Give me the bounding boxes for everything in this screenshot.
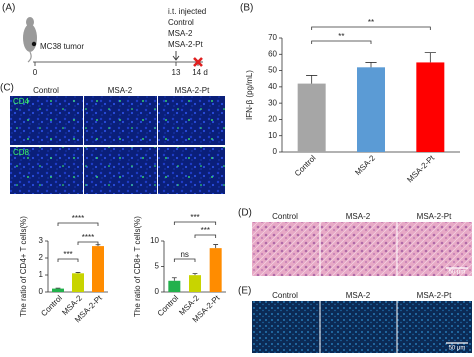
bar [72,273,84,292]
he-images [252,222,472,276]
error-bar [424,52,436,63]
error-bar [213,244,219,249]
error-bar [171,277,177,281]
group-label: MSA-2 [168,29,193,38]
y-tick-label: 2 [39,253,44,262]
significance-bracket [194,234,217,238]
y-tick-label: 70 [268,33,277,42]
column-header: MSA-2 [346,291,371,300]
mouse-icon [23,17,37,63]
significance-bracket [57,258,79,262]
bar [52,288,64,292]
significance-bracket [173,221,217,225]
error-bar [306,75,318,84]
error-bar [365,62,377,68]
y-tick-label: 40 [268,82,277,91]
row-label: CD4 [13,97,30,106]
error-bar [192,273,198,276]
y-tick-label: 0 [39,287,44,296]
x-tick-label: MSA-2-Pt [405,153,436,184]
bar [297,83,326,152]
significance-label: *** [201,226,210,235]
y-tick-label: 10 [268,131,277,140]
column-header: MSA-2 [346,212,371,221]
x-tick-label: MSA-2 [353,153,377,177]
column-header: MSA-2-Pt [417,291,452,300]
panel-label: (A) [2,3,15,14]
row-label: CD8 [13,148,30,157]
day-label: 14 d [192,68,208,77]
y-tick-label: 0 [155,287,160,296]
if-images [252,301,472,353]
y-axis-label: IFN-β (pg/mL) [245,70,254,120]
y-tick-label: 1 [39,270,44,279]
panel-label: (C) [0,83,14,94]
significance-bracket [173,258,196,262]
column-header: MSA-2-Pt [175,86,210,95]
scale-bar-label: 50 μm [449,346,466,352]
endpoint-mark [193,57,203,67]
panel-label: (E) [238,286,251,297]
significance-label: **** [82,233,94,242]
bar [168,280,181,292]
y-tick-label: 60 [268,49,277,58]
column-header: MSA-2-Pt [417,212,452,221]
group-label: Control [168,18,194,27]
injection-label: i.t. injected [168,7,206,16]
y-tick-label: 10 [150,236,159,245]
significance-label: ** [338,32,344,41]
injection-arrow [172,51,180,61]
significance-label: ns [180,250,188,259]
y-tick-label: 5 [155,262,160,271]
panel-label: (B) [240,3,253,14]
y-axis-label: The ratio of CD8+ T cells(%) [133,216,142,317]
y-tick-label: 30 [268,98,277,107]
significance-label: *** [63,250,72,259]
cd-images [10,96,225,194]
panel-label: (D) [238,208,252,219]
y-tick-label: 0 [273,147,278,156]
bar [189,275,201,292]
tumor-label: MC38 tumor [40,42,84,51]
column-header: Control [272,291,298,300]
significance-bracket [311,26,431,30]
day-label: 13 [172,68,181,77]
column-header: MSA-2 [108,86,133,95]
x-tick-label: Control [293,153,318,178]
y-tick-label: 50 [268,66,277,75]
bar [416,62,445,152]
scale-bar-label: 50 μm [449,270,466,276]
group-label: MSA-2-Pt [168,40,203,49]
day-label: 0 [33,68,38,77]
significance-bracket [77,241,99,245]
y-axis-label: The ratio of CD4+ T cells(%) [19,216,28,317]
x-tick-label: Control [39,293,64,318]
error-bar [55,287,61,289]
significance-label: ** [368,18,374,27]
significance-bracket [311,40,372,44]
bar [92,246,104,292]
significance-label: *** [190,213,199,222]
column-header: Control [33,86,59,95]
bar [209,248,222,292]
column-header: Control [272,212,298,221]
y-tick-label: 20 [268,115,277,124]
bar [357,67,385,152]
significance-bracket [57,222,99,226]
x-tick-label: Control [156,293,181,318]
error-bar [75,272,81,274]
y-tick-label: 3 [39,236,44,245]
significance-label: **** [72,214,84,223]
